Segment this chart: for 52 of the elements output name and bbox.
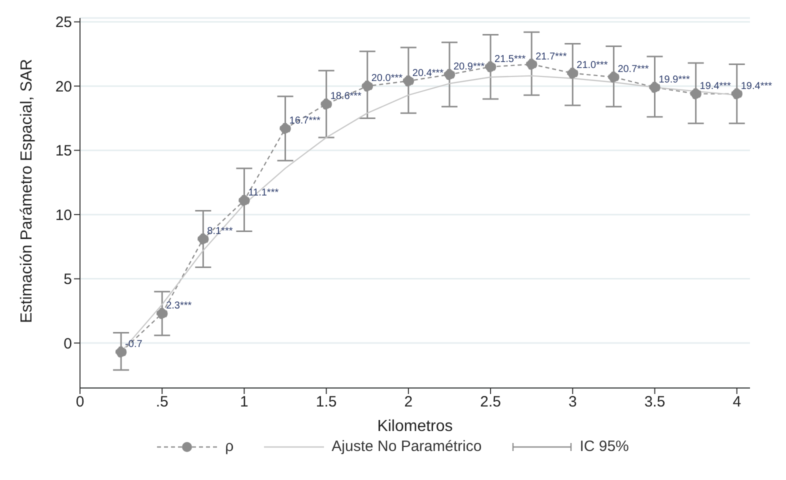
legend-label: ρ (225, 438, 234, 455)
data-label: 2.3*** (166, 300, 192, 312)
y-axis-title: Estimación Parámetro Espacial, SAR (18, 58, 36, 323)
text: IC 95% (580, 438, 629, 455)
point (526, 58, 538, 70)
x-tick-label: 2 (404, 394, 413, 411)
data-label: 21.5*** (494, 54, 526, 65)
point (731, 88, 742, 100)
data-label: 20.0*** (371, 73, 403, 84)
x-tick-label: 0 (76, 394, 84, 411)
x-axis-title: Kilometros (377, 418, 453, 435)
point (690, 88, 702, 100)
point (444, 68, 456, 80)
data-label: 20.7*** (618, 64, 649, 76)
y-tick-label: 5 (64, 271, 72, 288)
y-tick-label: 25 (55, 14, 72, 32)
y-tick-label: 15 (55, 142, 72, 160)
point (362, 80, 373, 92)
legend-label: Ajuste No Paramétrico (332, 438, 482, 455)
x-tick-label: 3.5 (644, 394, 666, 411)
point (156, 308, 168, 320)
point (484, 61, 496, 72)
data-label: -0.7 (125, 339, 143, 350)
point (608, 71, 620, 83)
point (320, 98, 332, 110)
y-tick-label: 20 (55, 78, 72, 96)
x-tick-label: 4 (732, 394, 742, 411)
data-label: 21.0*** (576, 60, 608, 72)
point (280, 122, 291, 134)
data-label: 11.1*** (248, 187, 279, 198)
y-tick-label: 10 (55, 206, 72, 224)
data-label: 19.9*** (658, 74, 690, 86)
y-tick-label: 0 (64, 335, 72, 352)
point (649, 82, 660, 93)
point (238, 194, 250, 206)
data-label: 20.4*** (412, 68, 444, 79)
point (115, 346, 127, 358)
data-label: 8.1*** (207, 226, 233, 237)
x-tick-label: 2.5 (480, 394, 501, 411)
point (567, 68, 578, 79)
point (402, 75, 414, 87)
point (198, 233, 209, 245)
x-tick-label: 1 (240, 394, 248, 411)
x-tick-label: 1.5 (316, 394, 337, 411)
data-label: 20.9*** (453, 62, 485, 73)
data-label: 19.4*** (700, 80, 732, 92)
data-label: 21.7*** (536, 51, 567, 62)
data-label: 19.4*** (740, 80, 772, 92)
x-tick-label: .5 (156, 394, 168, 411)
x-tick-label: 3 (568, 394, 577, 411)
data-label: 18.6*** (330, 91, 362, 102)
data-label: 16.7*** (289, 115, 321, 126)
